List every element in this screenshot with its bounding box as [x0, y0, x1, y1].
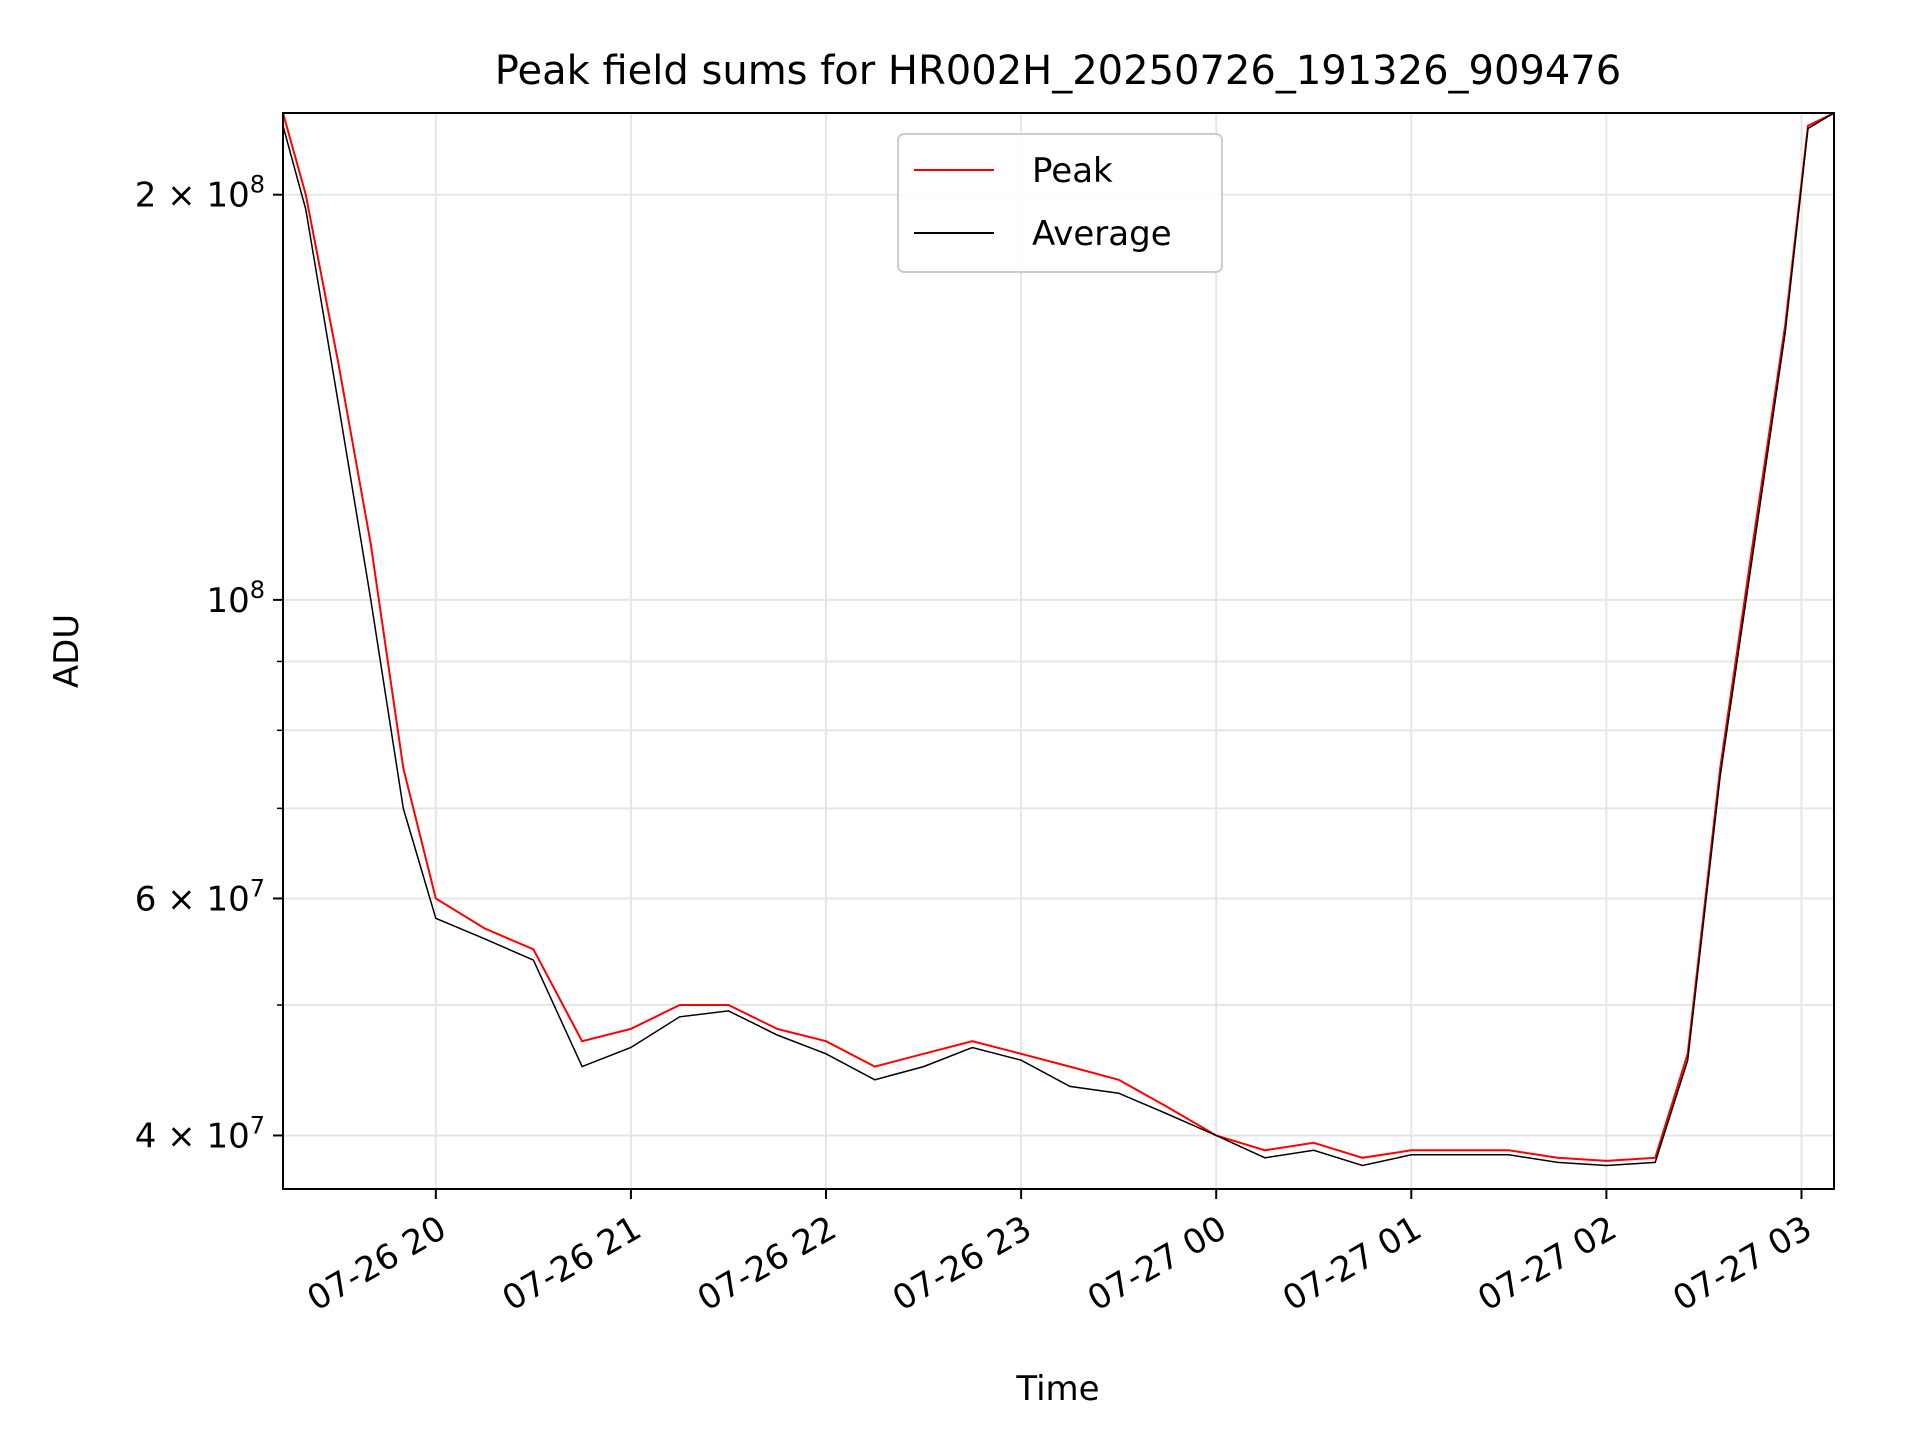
legend-average-label: Average — [1032, 214, 1172, 254]
average-series-line — [283, 113, 1834, 1167]
chart-title: Peak field sums for HR002H_20250726_1913… — [495, 48, 1621, 94]
y-tick-label: 4 × 107 — [135, 1111, 265, 1156]
legend-peak-label: Peak — [1032, 151, 1113, 191]
x-axis-label: Time — [1015, 1369, 1099, 1409]
plot-frame — [282, 112, 1835, 1190]
legend-box — [897, 133, 1223, 273]
gridlines — [283, 113, 1834, 1189]
y-tick-label: 6 × 107 — [135, 874, 265, 919]
series-layer — [283, 113, 1834, 1167]
y-tick-label: 2 × 108 — [135, 171, 265, 216]
y-axis-label: ADU — [47, 614, 87, 688]
legend: Peak Average — [897, 133, 1223, 273]
peak-series-line — [283, 113, 1834, 1162]
